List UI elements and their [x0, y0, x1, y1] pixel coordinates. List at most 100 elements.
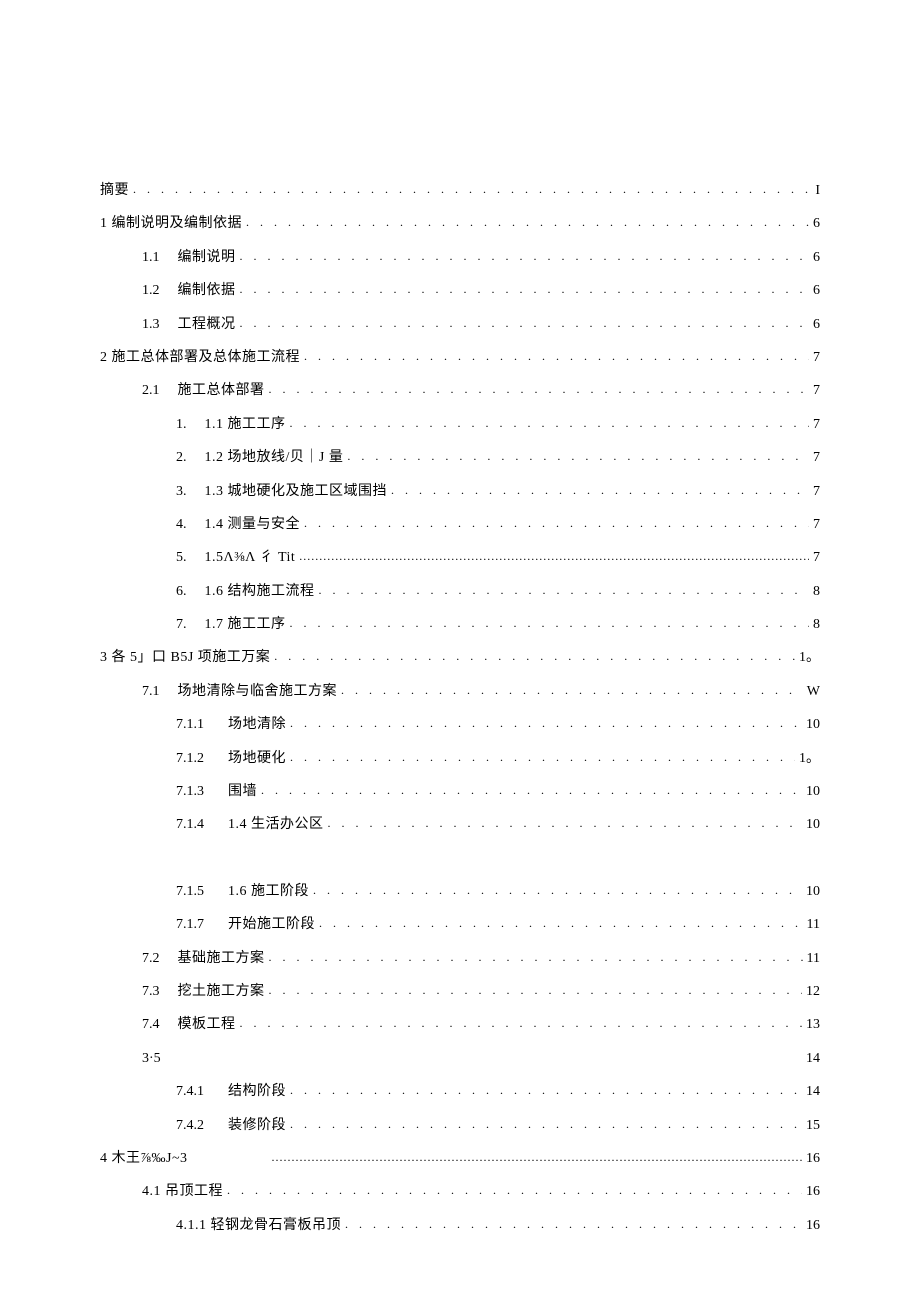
toc-entry-page: 15: [802, 1115, 820, 1137]
toc-entry-number: 7.1.1: [176, 714, 204, 736]
toc-entry-page: 7: [809, 380, 820, 402]
toc-entry-number: 7.2: [142, 948, 160, 970]
toc-entry: 7.1.41.4 生活办公区10: [100, 814, 820, 836]
toc-entry-number: 1.1: [142, 247, 160, 269]
toc-leader-dots: [265, 380, 810, 399]
toc-leader-dots: [236, 247, 810, 266]
toc-leader-dots: [270, 647, 795, 666]
toc-entry: 7.3挖土施工方案12: [100, 981, 820, 1003]
toc-leader-dots: [286, 414, 810, 433]
toc-spacer: [100, 848, 820, 870]
toc-leader-dots: [242, 213, 809, 232]
toc-entry-number: 2.: [176, 447, 187, 469]
toc-entry: 5.1.5Λ⅜Λ 彳 Tit7: [100, 547, 820, 569]
toc-entry-page: 6: [809, 280, 820, 302]
toc-entry-label: 1 编制说明及编制依据: [100, 213, 242, 235]
toc-entry-label: 装修阶段: [228, 1115, 286, 1137]
toc-entry: 7.1场地清除与临舍施工方案W: [100, 681, 820, 703]
toc-entry-page: 7: [809, 347, 820, 369]
toc-entry-page: 10: [802, 881, 820, 903]
toc-entry: 7.1.2场地硬化1。: [100, 748, 820, 770]
toc-entry-page: 11: [803, 914, 820, 936]
toc-entry-label: 场地清除: [228, 714, 286, 736]
toc-entry-page: 8: [809, 614, 820, 636]
toc-entry: 7.4.1结构阶段14: [100, 1081, 820, 1103]
toc-entry-label: 2 施工总体部署及总体施工流程: [100, 347, 300, 369]
toc-entry: 7.1.1 场地清除 10: [100, 714, 820, 736]
toc-entry-label: 1.4 生活办公区: [228, 814, 324, 836]
toc-entry-number: 7.1.7: [176, 914, 204, 936]
toc-entry-label: 围墙: [228, 781, 257, 803]
toc-entry-number: 7.3: [142, 981, 160, 1003]
toc-entry-page: 14: [802, 1048, 820, 1070]
toc-entry-label: 结构阶段: [228, 1081, 286, 1103]
toc-entry: 2.1.2 场地放线/贝｜J 量7: [100, 447, 820, 469]
toc-entry-number: 7.1.5: [176, 881, 204, 903]
toc-entry-label: 4.1.1 轻钢龙骨石膏板吊顶: [176, 1215, 341, 1237]
toc-leader-dots: [300, 347, 809, 366]
toc-entry-label: 摘要: [100, 180, 129, 202]
toc-entry: 1.1 编制说明 6: [100, 247, 820, 269]
toc-entry-page: 6: [809, 213, 820, 235]
toc-entry-number: 7.4.2: [176, 1115, 204, 1137]
toc-entry: 7.1.51.6 施工阶段10: [100, 881, 820, 903]
toc-entry-page: 16: [802, 1215, 820, 1237]
toc-entry-label: 挖土施工方案: [178, 981, 265, 1003]
toc-entry: 3 各 5」口 B5J 项施工万案 1。: [100, 647, 820, 669]
toc-entry-label: 1.7 施工工序: [205, 614, 286, 636]
toc-entry-label: 场地清除与临舍施工方案: [178, 681, 338, 703]
toc-entry-number: 7.: [176, 614, 187, 636]
toc-entry-label: 编制依据: [178, 280, 236, 302]
toc-entry-label: 基础施工方案: [178, 948, 265, 970]
toc-entry: 7.2基础施工方案11: [100, 948, 820, 970]
toc-entry: 4 木王⅞‰J~3 16: [100, 1148, 820, 1170]
toc-leader-dots: [286, 1081, 802, 1100]
toc-leader-dots: [236, 280, 810, 299]
toc-entry-label: 开始施工阶段: [228, 914, 315, 936]
toc-entry-label: 3 各 5」口 B5J 项施工万案: [100, 647, 270, 669]
toc-entry-page: 7: [809, 481, 820, 503]
toc-leader-dots: [309, 881, 802, 900]
toc-entry: 1 编制说明及编制依据 6: [100, 213, 820, 235]
toc-entry-number: 1.: [176, 414, 187, 436]
toc-entry-number: 1.3: [142, 314, 160, 336]
toc-leader-dots: [286, 614, 810, 633]
toc-entry-page: 6: [809, 314, 820, 336]
toc-entry-number: 2.1: [142, 380, 160, 402]
toc-entry-page: 7: [809, 547, 820, 569]
toc-entry-page: 6: [809, 247, 820, 269]
toc-entry-number: 7.4: [142, 1014, 160, 1036]
toc-entry: 7.4.2 装修阶段 15: [100, 1115, 820, 1137]
toc-leader-dots: [286, 748, 795, 767]
toc-entry-page: 8: [809, 581, 820, 603]
toc-entry-label: 1.3 城地硬化及施工区域围挡: [205, 481, 388, 503]
toc-leader-dots: [387, 481, 809, 500]
toc-leader-dots: [315, 581, 810, 600]
toc-entry: 7.1.7 开始施工阶段 11: [100, 914, 820, 936]
toc-entry-label: 编制说明: [178, 247, 236, 269]
toc-leader-dots: [268, 1148, 802, 1167]
toc-entry: 3·5 14: [100, 1048, 820, 1070]
toc-leader-dots: [286, 714, 802, 733]
toc-entry-page: 7: [809, 514, 820, 536]
toc-entry: 4.1.1 轻钢龙骨石膏板吊顶 16: [100, 1215, 820, 1237]
toc-leader-dots: [286, 1115, 802, 1134]
toc-leader-dots: [343, 447, 809, 466]
toc-entry-label: 4 木王⅞‰J~3: [100, 1148, 188, 1170]
toc-entry-label: 场地硬化: [228, 748, 286, 770]
toc-entry: 1.3工程概况6: [100, 314, 820, 336]
toc-entry-page: 16: [802, 1148, 820, 1170]
toc-leader-dots: [337, 681, 803, 700]
toc-entry-number: 4.: [176, 514, 187, 536]
toc-entry-page: 10: [802, 714, 820, 736]
toc-entry-page: 1。: [795, 647, 820, 669]
toc-entry: 4.1 吊顶工程16: [100, 1181, 820, 1203]
toc-entry-number: 3·5: [142, 1048, 161, 1070]
toc-leader-dots: [300, 514, 809, 533]
toc-entry-number: 6.: [176, 581, 187, 603]
table-of-contents: 摘要I1 编制说明及编制依据61.1编制说明61.2编制依据61.3工程概况62…: [100, 180, 820, 1237]
toc-entry-label: 模板工程: [178, 1014, 236, 1036]
toc-entry-page: 10: [802, 814, 820, 836]
toc-entry-label: 1.5Λ⅜Λ 彳 Tit: [205, 547, 296, 569]
toc-entry-page: 7: [809, 414, 820, 436]
